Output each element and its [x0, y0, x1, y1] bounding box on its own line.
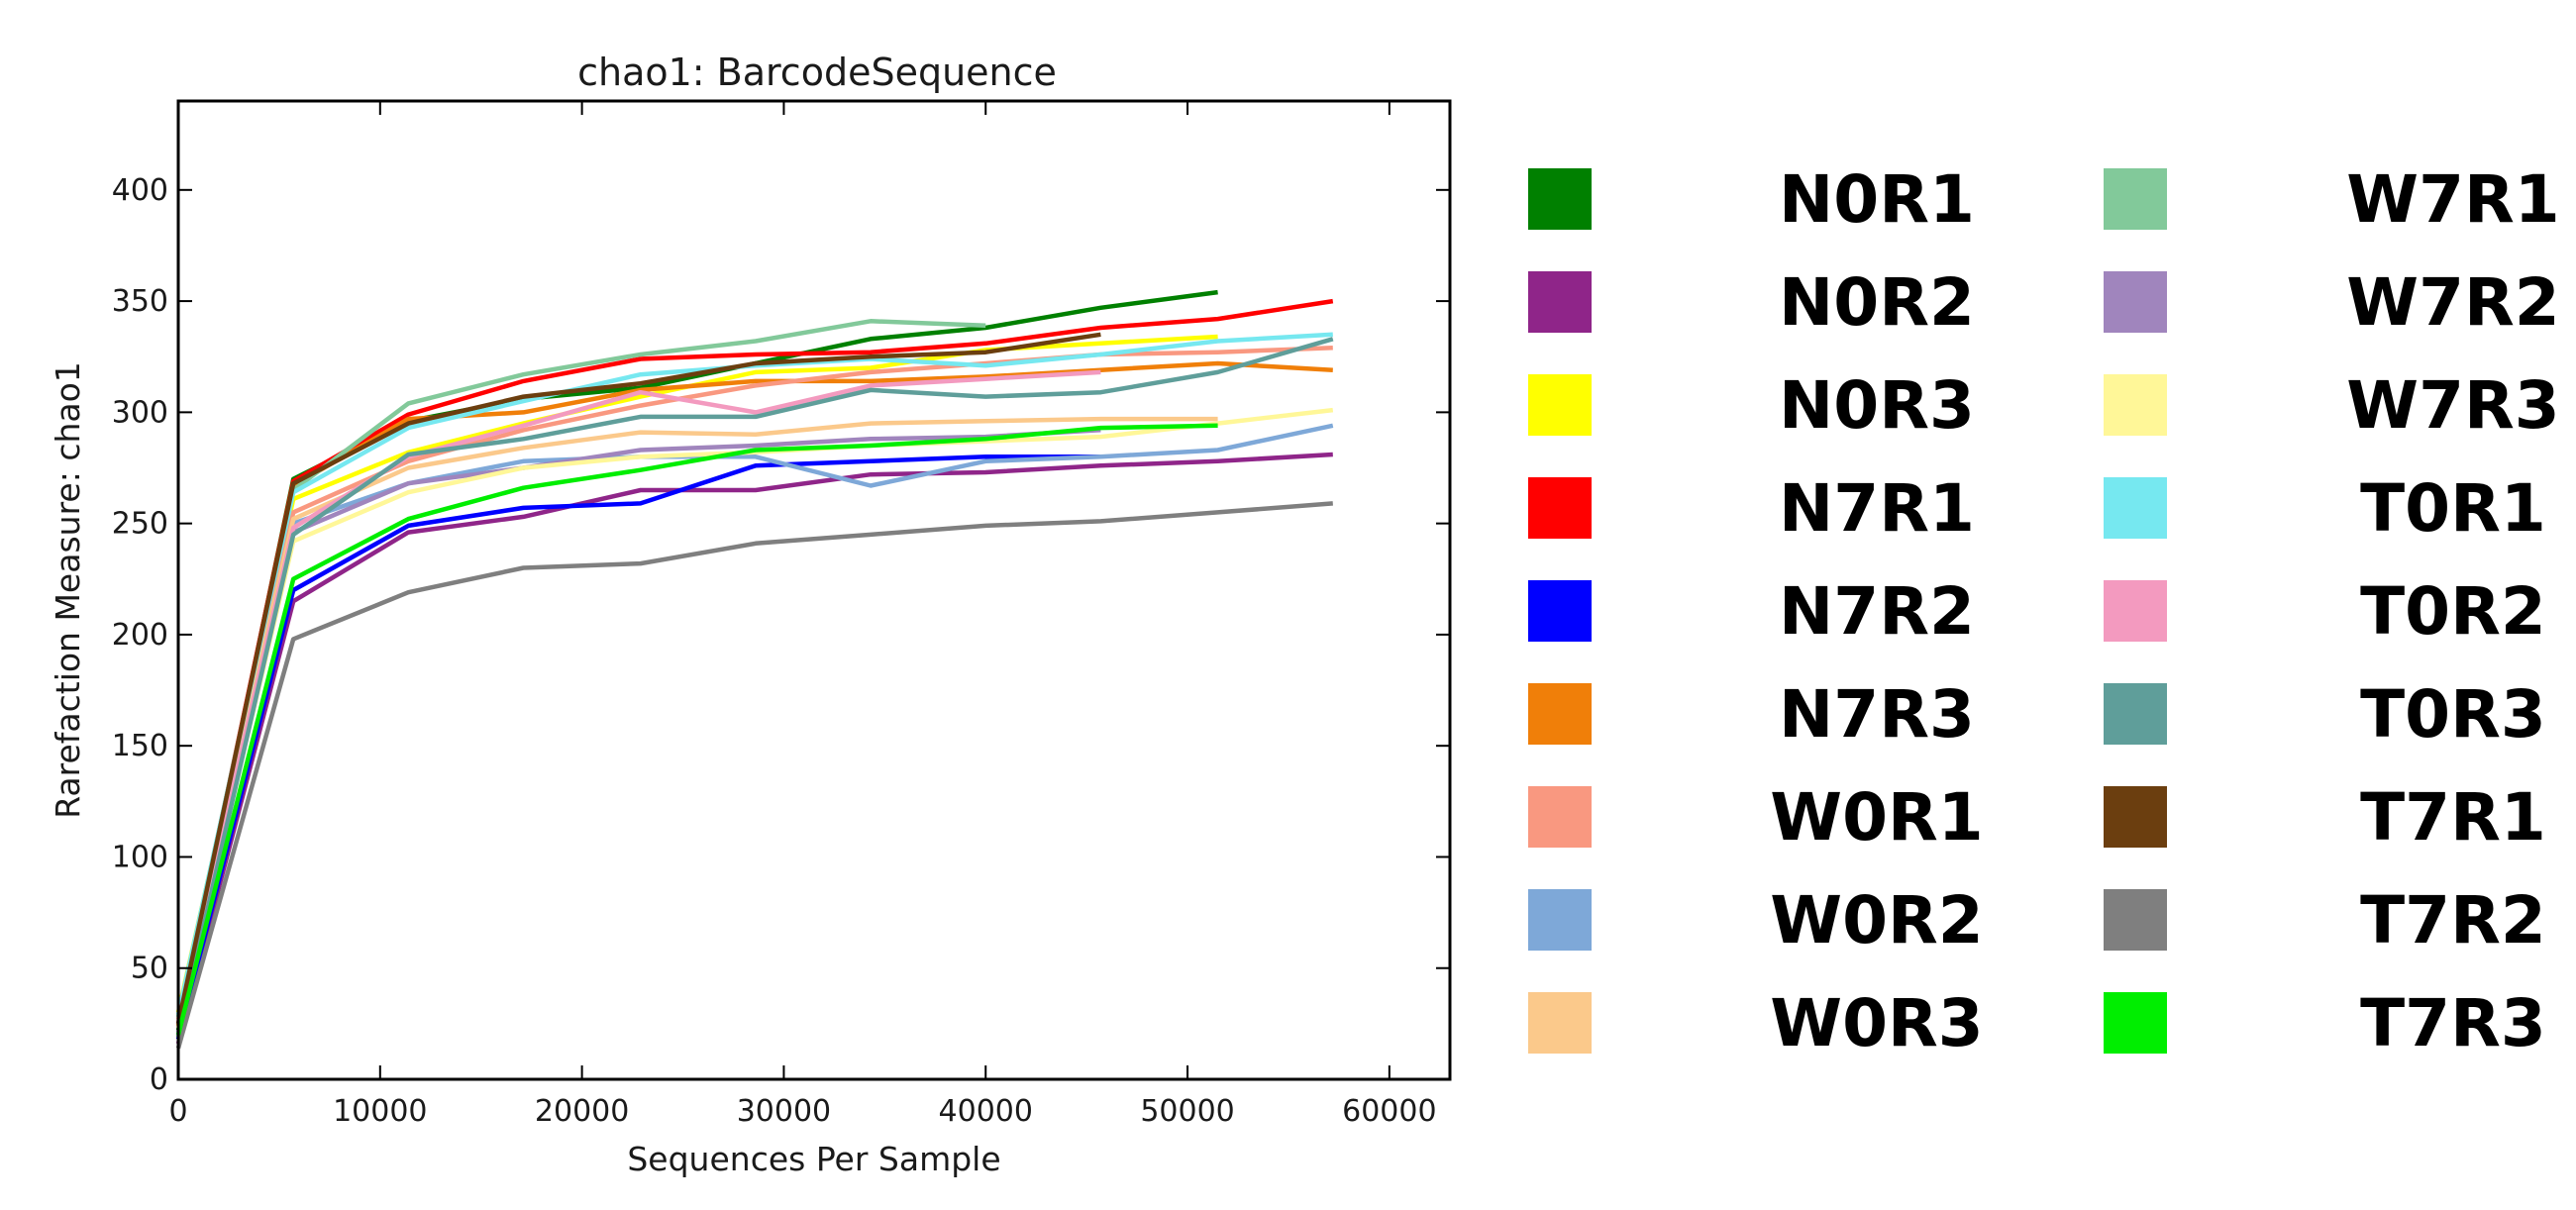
- legend-swatch-t7r1: [2104, 786, 2167, 848]
- legend-label-t0r3: T0R3: [2360, 676, 2546, 753]
- series-line-t7r1: [175, 332, 1101, 1025]
- y-axis-title: Rarefaction Measure: chao1: [49, 361, 87, 819]
- y-tick-label: 350: [112, 284, 168, 319]
- legend-swatch-n7r3: [1528, 683, 1592, 745]
- y-tick-label: 150: [112, 729, 168, 763]
- y-tick-label: 200: [112, 618, 168, 653]
- series-line-n7r2: [175, 454, 1101, 1041]
- x-tick-label: 40000: [939, 1094, 1033, 1129]
- legend-swatch-n0r1: [1528, 168, 1592, 230]
- series-line-w7r2: [175, 428, 1101, 1034]
- legend-label-t7r3: T7R3: [2360, 985, 2546, 1061]
- x-axis-ticks: 0 10000 20000 30000 40000 50000 60000: [168, 101, 1437, 1129]
- series-line-t0r3: [175, 337, 1334, 1038]
- y-tick-label: 0: [150, 1062, 168, 1097]
- legend-swatch-n7r2: [1528, 580, 1592, 642]
- legend-label-w0r2: W0R2: [1770, 882, 1983, 958]
- legend-swatch-w7r1: [2104, 168, 2167, 230]
- legend-swatch-n7r1: [1528, 477, 1592, 539]
- legend-swatch-t0r2: [2104, 580, 2167, 642]
- x-tick-label: 0: [168, 1094, 187, 1129]
- legend-swatch-w0r3: [1528, 992, 1592, 1054]
- legend-swatch-t0r3: [2104, 683, 2167, 745]
- legend-label-n0r2: N0R2: [1779, 264, 1975, 341]
- x-axis-title: Sequences Per Sample: [627, 1140, 1000, 1178]
- legend-swatch-n0r3: [1528, 374, 1592, 436]
- legend-label-n0r1: N0R1: [1779, 161, 1975, 238]
- legend-swatch-w7r3: [2104, 374, 2167, 436]
- chart-title: chao1: BarcodeSequence: [577, 50, 1057, 94]
- series-line-n0r2: [175, 452, 1333, 1045]
- legend-label-n7r3: N7R3: [1779, 676, 1975, 753]
- series-line-w0r2: [175, 423, 1334, 1036]
- legend-label-n0r3: N0R3: [1779, 367, 1975, 444]
- series-line-t7r2: [175, 501, 1333, 1050]
- legend-swatch-w7r2: [2104, 271, 2167, 333]
- x-tick-label: 30000: [737, 1094, 831, 1129]
- y-tick-label: 400: [112, 173, 168, 208]
- y-tick-label: 300: [112, 395, 168, 430]
- legend-label-w7r3: W7R3: [2346, 367, 2559, 444]
- legend-label-w0r1: W0R1: [1770, 779, 1983, 856]
- y-tick-label: 50: [131, 952, 168, 986]
- y-axis-ticks: 0 50 100 150 200 250 300 350 400: [112, 173, 1450, 1097]
- x-tick-label: 60000: [1342, 1094, 1436, 1129]
- y-tick-label: 100: [112, 840, 168, 874]
- legend: N0R1 N0R2 N0R3 N7R1 N7R2 N7R3 W0R1 W0R2 W0R3 W7R1…: [1528, 161, 2560, 1061]
- legend-swatch-w0r2: [1528, 889, 1592, 951]
- legend-label-t0r2: T0R2: [2360, 573, 2546, 650]
- legend-swatch-n0r2: [1528, 271, 1592, 333]
- legend-swatch-t7r3: [2104, 992, 2167, 1054]
- plot-lines: [175, 289, 1334, 1050]
- y-tick-label: 250: [112, 507, 168, 542]
- series-line-w7r3: [175, 407, 1334, 1029]
- legend-swatch-t7r2: [2104, 889, 2167, 951]
- legend-swatch-w0r1: [1528, 786, 1592, 848]
- legend-label-t7r2: T7R2: [2360, 882, 2546, 958]
- legend-label-w0r3: W0R3: [1770, 985, 1983, 1061]
- legend-label-n7r2: N7R2: [1779, 573, 1975, 650]
- x-tick-label: 20000: [535, 1094, 629, 1129]
- x-tick-label: 10000: [333, 1094, 427, 1129]
- x-tick-label: 50000: [1140, 1094, 1234, 1129]
- series-line-n7r1: [175, 298, 1334, 1025]
- legend-label-w7r1: W7R1: [2346, 161, 2559, 238]
- legend-label-n7r1: N7R1: [1779, 470, 1975, 547]
- legend-label-w7r2: W7R2: [2346, 264, 2559, 341]
- series-line-t0r2: [175, 369, 1101, 1023]
- series-line-t7r3: [175, 423, 1218, 1036]
- legend-label-t0r1: T0R1: [2360, 470, 2546, 547]
- plot-frame: [176, 99, 1452, 1081]
- legend-label-t7r1: T7R1: [2360, 779, 2546, 856]
- legend-swatch-t0r1: [2104, 477, 2167, 539]
